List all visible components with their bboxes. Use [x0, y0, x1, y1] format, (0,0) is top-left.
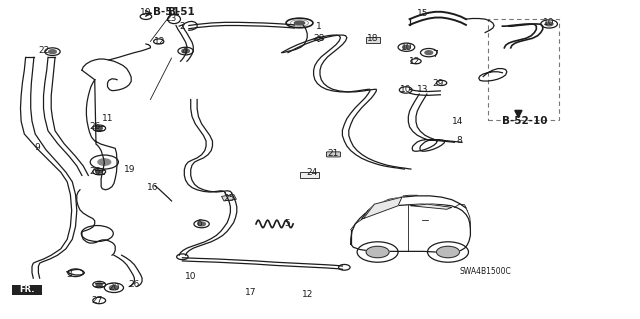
Circle shape	[96, 170, 102, 173]
Text: 4: 4	[182, 47, 187, 56]
Text: 2: 2	[179, 22, 184, 31]
Text: 20: 20	[108, 283, 120, 292]
Text: 6: 6	[197, 219, 202, 228]
Text: 15: 15	[417, 9, 428, 18]
Text: 5: 5	[284, 219, 289, 228]
Text: 23: 23	[166, 14, 177, 23]
Text: 28: 28	[313, 34, 324, 43]
Text: 21: 21	[327, 149, 339, 158]
Text: 14: 14	[452, 117, 463, 126]
Text: 10: 10	[140, 8, 152, 17]
Text: 19: 19	[124, 165, 135, 174]
Text: 26: 26	[89, 122, 100, 131]
Text: 10: 10	[543, 18, 555, 27]
Circle shape	[198, 222, 205, 226]
Text: 11: 11	[102, 114, 113, 123]
Text: 12: 12	[301, 290, 313, 299]
Circle shape	[96, 127, 102, 130]
Text: 10: 10	[401, 43, 413, 52]
Text: 1: 1	[316, 22, 321, 31]
Text: 17: 17	[245, 288, 257, 297]
Circle shape	[403, 45, 410, 49]
Bar	[221, 195, 236, 201]
Text: FR.: FR.	[19, 285, 35, 294]
Text: 16: 16	[147, 183, 158, 192]
Polygon shape	[351, 204, 470, 253]
Text: 22: 22	[38, 46, 49, 55]
Text: 8: 8	[457, 137, 462, 145]
Circle shape	[109, 286, 118, 290]
Bar	[366, 37, 380, 43]
Text: 26: 26	[129, 280, 140, 289]
Bar	[488, 19, 559, 120]
Text: 10: 10	[185, 272, 196, 281]
Circle shape	[49, 50, 56, 54]
Ellipse shape	[294, 21, 305, 25]
Polygon shape	[364, 197, 402, 219]
Text: 25: 25	[223, 194, 235, 203]
Bar	[12, 285, 42, 295]
Text: B-51: B-51	[168, 7, 195, 18]
Text: 9: 9	[35, 143, 40, 152]
Text: 13: 13	[417, 85, 428, 94]
Text: B-51: B-51	[153, 7, 180, 18]
Text: 10: 10	[400, 85, 412, 94]
FancyBboxPatch shape	[326, 152, 340, 157]
Bar	[300, 172, 319, 178]
Circle shape	[425, 51, 433, 55]
Text: 12: 12	[409, 57, 420, 66]
Polygon shape	[411, 204, 452, 209]
Circle shape	[182, 49, 189, 53]
Text: 3: 3	[67, 271, 72, 279]
Circle shape	[436, 246, 460, 258]
Text: 12: 12	[154, 37, 166, 46]
Text: B-52-10: B-52-10	[502, 115, 548, 126]
Text: 29: 29	[432, 79, 444, 88]
Text: 18: 18	[367, 34, 378, 43]
Text: 24: 24	[307, 168, 318, 177]
Text: 7: 7	[433, 50, 438, 59]
Circle shape	[96, 283, 102, 286]
Circle shape	[98, 159, 111, 165]
Text: 26: 26	[89, 167, 100, 176]
Text: SWA4B1500C: SWA4B1500C	[460, 267, 511, 276]
Text: 27: 27	[92, 296, 103, 305]
Circle shape	[545, 22, 553, 26]
Circle shape	[366, 246, 389, 258]
